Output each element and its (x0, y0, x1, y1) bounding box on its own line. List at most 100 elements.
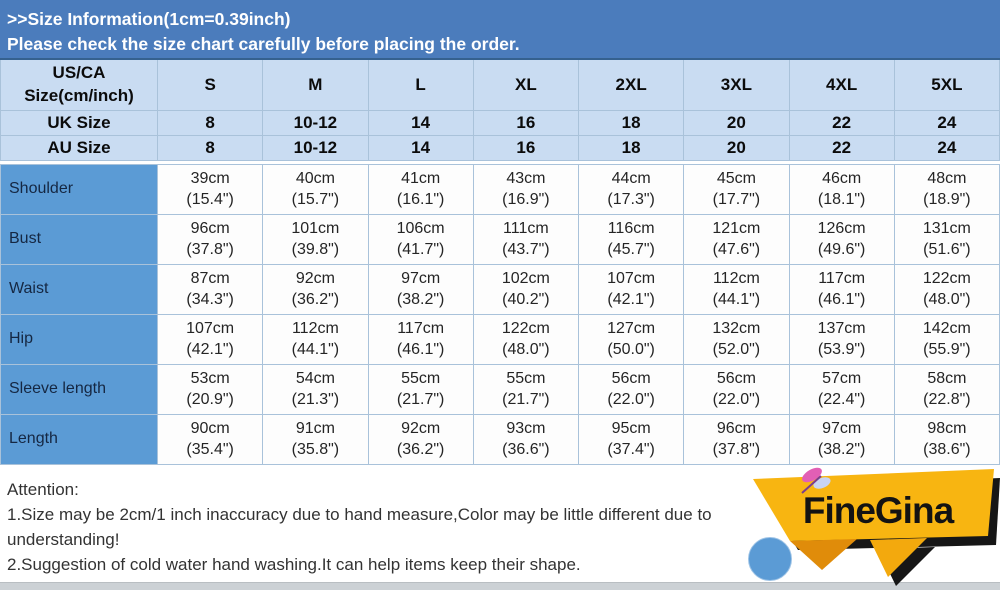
region-size-value: 22 (788, 134, 895, 161)
measurement-value: 46cm (18.1") (788, 163, 895, 215)
measurement-value: 126cm (49.6") (788, 213, 895, 265)
measurement-value: 112cm (44.1") (262, 313, 369, 365)
measurement-value: 40cm (15.7") (262, 163, 369, 215)
measurement-value: 95cm (37.4") (577, 413, 685, 465)
region-size-value: 8 (156, 109, 264, 136)
size-table: US/CA Size(cm/inch) S M L XL 2XL 3XL 4XL 5XL UK Si… (0, 58, 1000, 465)
measurement-value: 87cm (34.3") (156, 263, 264, 315)
measurement-value: 92cm (36.2") (367, 413, 474, 465)
measurement-value: 39cm (15.4") (156, 163, 264, 215)
measurement-value: 56cm (22.0") (577, 363, 685, 415)
region-size-value: 10-12 (262, 109, 369, 136)
attention-title: Attention: (7, 480, 79, 499)
measurement-value: 43cm (16.9") (472, 163, 580, 215)
attention-note-1: 1.Size may be 2cm/1 inch inaccuracy due … (7, 505, 712, 524)
measurement-value: 48cm (18.9") (893, 163, 1000, 215)
size-info-title: >>Size Information(1cm=0.39inch) (7, 9, 291, 29)
region-size-value: 22 (788, 109, 895, 136)
measurement-value: 90cm (35.4") (156, 413, 264, 465)
region-size-value: 14 (367, 134, 474, 161)
attention-section: Attention: 1.Size may be 2cm/1 inch inac… (0, 468, 1000, 577)
measurement-value: 97cm (38.2") (367, 263, 474, 315)
measurement-value: 117cm (46.1") (788, 263, 895, 315)
attention-note-2: 2.Suggestion of cold water hand washing.… (7, 555, 581, 574)
measurement-label: Shoulder (0, 163, 158, 215)
measurement-row-sleeve-length: Sleeve length 53cm (20.9") 54cm (21.3") 55cm(… (0, 363, 1000, 415)
region-size-value: 8 (156, 134, 264, 161)
measurement-value: 112cm (44.1") (683, 263, 790, 315)
measurement-value: 54cm (21.3") (262, 363, 369, 415)
measurement-value: 98cm (38.6") (893, 413, 1000, 465)
ribbon-fold-left (790, 539, 857, 570)
region-size-label: UK Size (0, 109, 158, 136)
size-column-header: 5XL (893, 58, 1000, 111)
measurement-value: 56cm (22.0") (683, 363, 790, 415)
size-column-header: 3XL (683, 58, 790, 111)
region-size-value: 20 (683, 109, 790, 136)
measurement-label: Bust (0, 213, 158, 265)
measurement-value: 91cm (35.8") (262, 413, 369, 465)
measurement-value: 97cm (38.2") (788, 413, 895, 465)
region-size-value: 24 (893, 109, 1000, 136)
measurement-value: 96cm (37.8") (683, 413, 790, 465)
measurement-value: 44cm (17.3") (577, 163, 685, 215)
measurement-row-hip: Hip 107cm (42.1") 112cm (44.1") 117cm (46.1") 1… (0, 313, 1000, 365)
butterfly-icon (801, 467, 831, 494)
uk-size-row: UK Size 8 10-12 14 16 18 20 22 24 (0, 109, 1000, 136)
size-column-header: L (367, 58, 474, 111)
region-size-value: 18 (577, 109, 685, 136)
measurement-value: 127cm (50.0") (577, 313, 685, 365)
brand-name: FineGina (802, 490, 954, 531)
region-size-value: 16 (472, 134, 580, 161)
size-column-header: M (262, 58, 369, 111)
measurement-value: 107cm (42.1") (156, 313, 264, 365)
measurement-value: 96cm (37.8") (156, 213, 264, 265)
size-column-header: 4XL (788, 58, 895, 111)
measurement-row-length: Length 90cm (35.4") 91cm (35.8") 92cm (36.2") 9… (0, 413, 1000, 465)
region-size-value: 14 (367, 109, 474, 136)
measurement-value: 45cm (17.7") (683, 163, 790, 215)
measurement-value: 142cm (55.9") (893, 313, 1000, 365)
measurement-value: 107cm (42.1") (577, 263, 685, 315)
measurement-value: 117cm (46.1") (367, 313, 474, 365)
measurement-label: Length (0, 413, 158, 465)
ribbon-body (753, 469, 994, 541)
measurement-value: 106cm (41.7") (367, 213, 474, 265)
measurement-label: Hip (0, 313, 158, 365)
measurement-value: 55cm (21.7") (472, 363, 580, 415)
bottom-edge-strip (0, 582, 1000, 590)
measurement-value: 116cm (45.7") (577, 213, 685, 265)
measurement-row-waist: Waist 87cm (34.3") 92cm (36.2") 97cm (38.2") 10… (0, 263, 1000, 315)
measurement-value: 122cm (48.0") (893, 263, 1000, 315)
blue-circle-decoration (748, 537, 792, 581)
measurement-value: 93cm (36.6") (472, 413, 580, 465)
brand-logo: FineGina (742, 462, 1000, 590)
measurement-value: 41cm (16.1") (367, 163, 474, 215)
region-size-value: 16 (472, 109, 580, 136)
measurement-label: Sleeve length (0, 363, 158, 415)
measurement-value: 57cm (22.4") (788, 363, 895, 415)
ribbon-tail (870, 538, 927, 577)
ribbon-banner-graphic (753, 467, 1000, 586)
measurement-label: Waist (0, 263, 158, 315)
attention-note-1-cont: understanding! (7, 530, 120, 549)
measurement-value: 102cm (40.2") (472, 263, 580, 315)
measurement-value: 58cm (22.8") (893, 363, 1000, 415)
measurement-value: 53cm (20.9") (156, 363, 264, 415)
size-column-header: XL (472, 58, 580, 111)
measurement-value: 137cm (53.9") (788, 313, 895, 365)
measurement-value: 55cm (21.7") (367, 363, 474, 415)
region-size-label: AU Size (0, 134, 158, 161)
region-size-value: 20 (683, 134, 790, 161)
measurement-value: 101cm (39.8") (262, 213, 369, 265)
size-column-header: 2XL (577, 58, 685, 111)
au-size-row: AU Size 8 10-12 14 16 18 20 22 24 (0, 134, 1000, 161)
measurement-row-bust: Bust 96cm (37.8") 101cm (39.8") 106cm (41.7") 1… (0, 213, 1000, 265)
size-header-row: US/CA Size(cm/inch) S M L XL 2XL 3XL 4XL 5XL (0, 58, 1000, 111)
region-size-value: 24 (893, 134, 1000, 161)
measurement-value: 111cm (43.7") (472, 213, 580, 265)
measurement-value: 92cm (36.2") (262, 263, 369, 315)
region-size-value: 18 (577, 134, 685, 161)
measurement-value: 121cm (47.6") (683, 213, 790, 265)
